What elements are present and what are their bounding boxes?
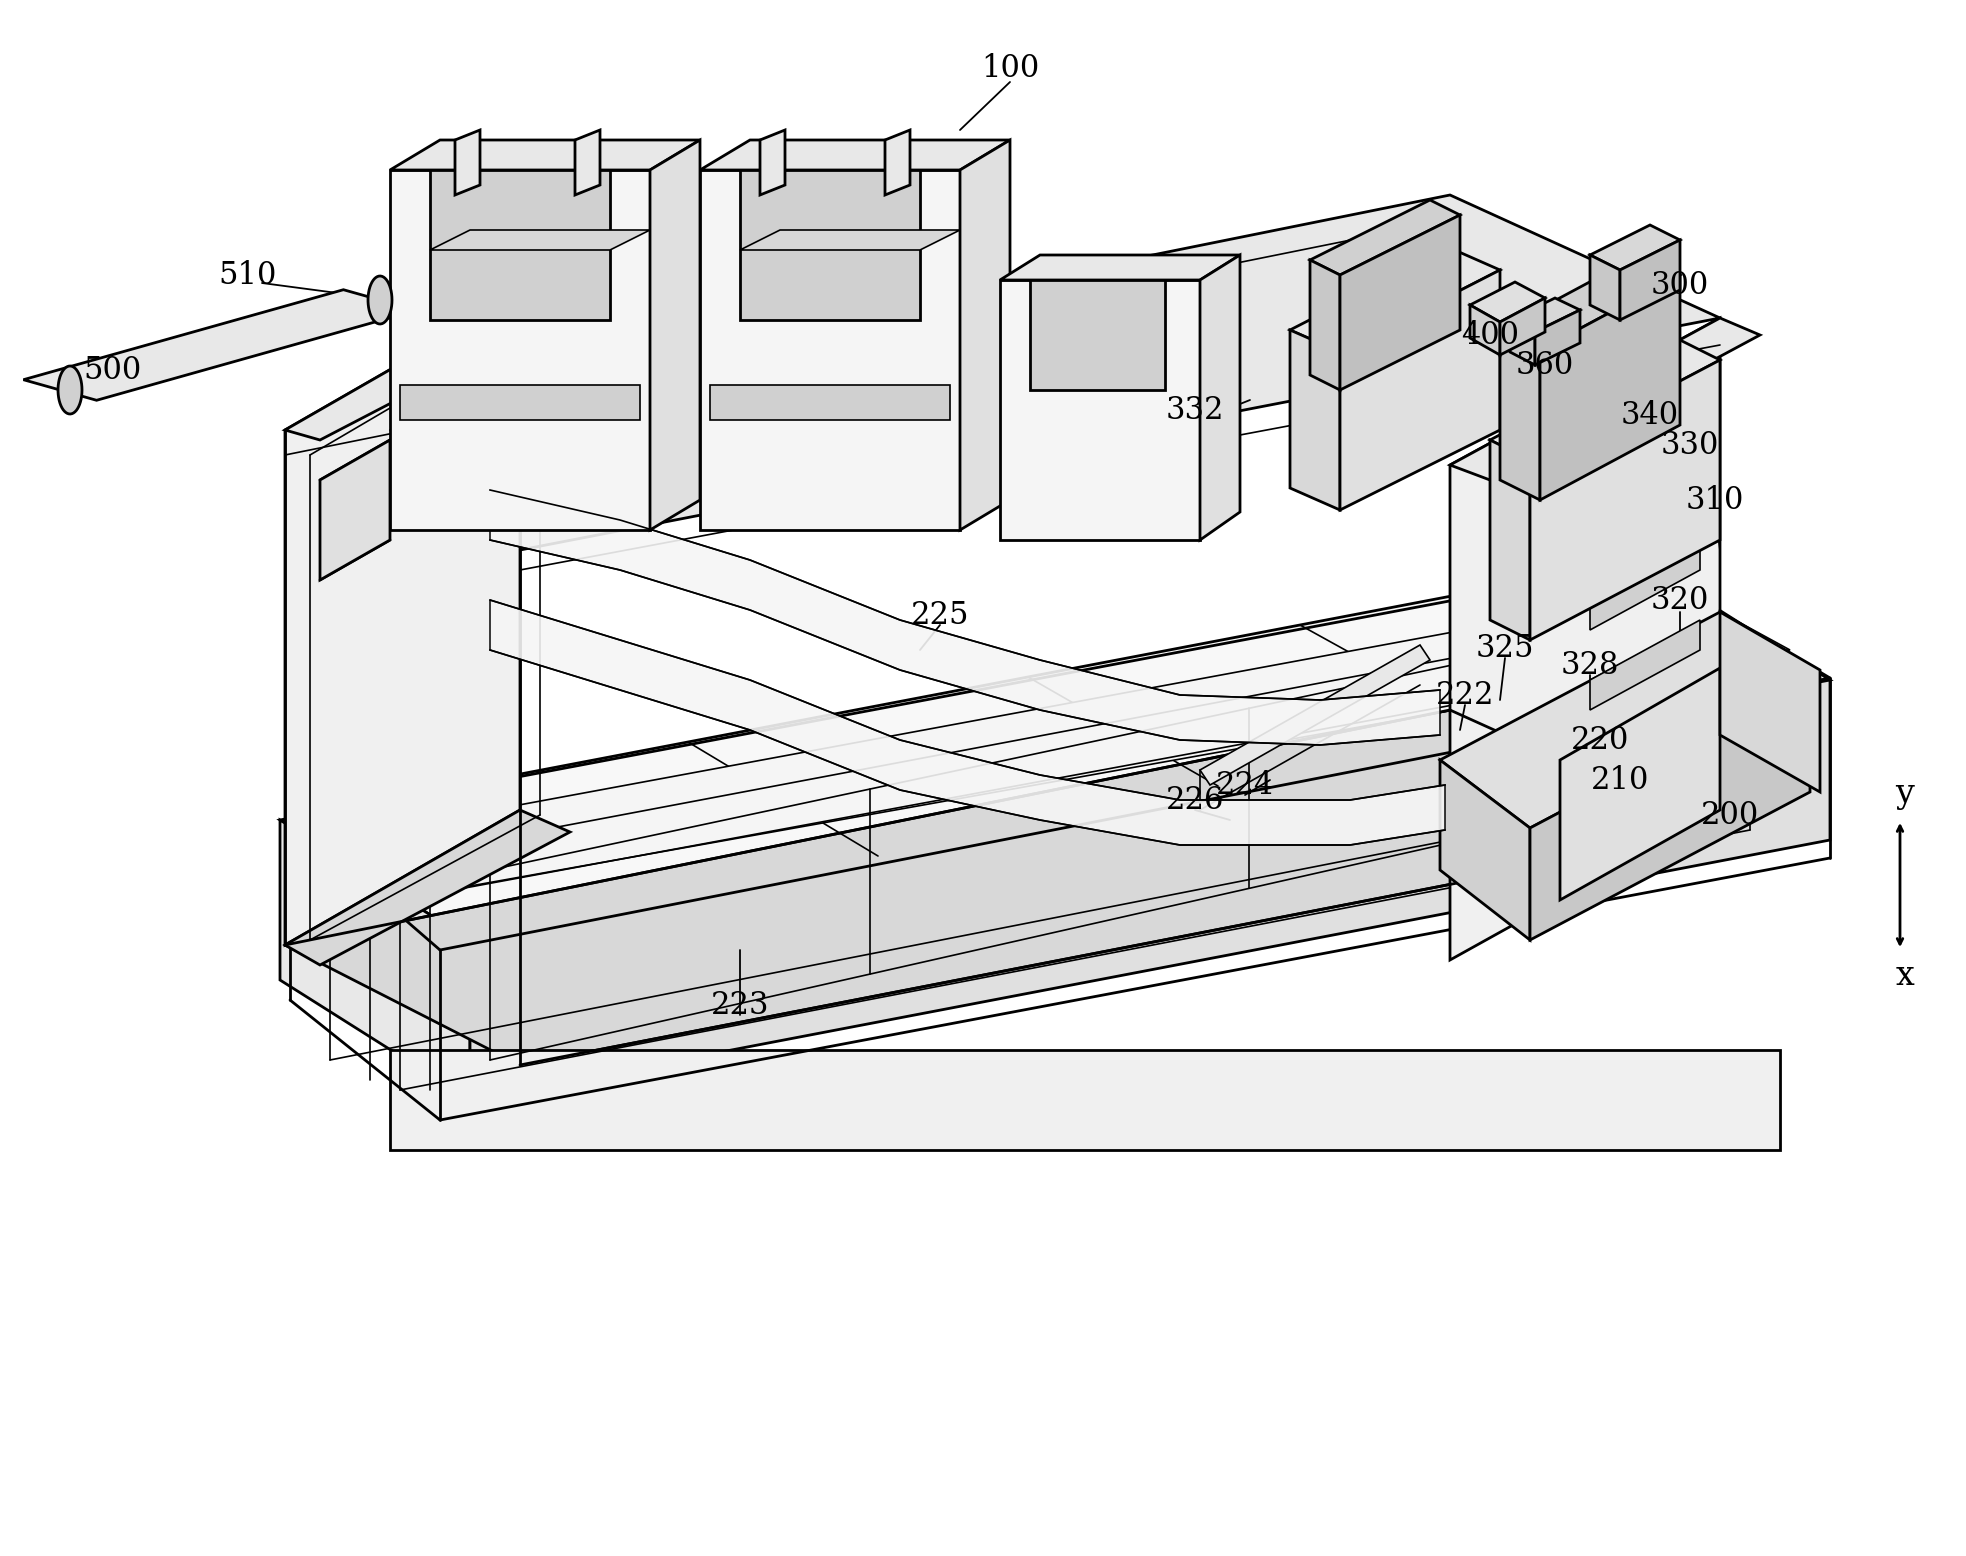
Polygon shape (490, 490, 1439, 745)
Polygon shape (1490, 440, 1530, 640)
Polygon shape (285, 710, 1720, 1064)
Polygon shape (1471, 282, 1545, 322)
Text: 310: 310 (1685, 484, 1744, 515)
Polygon shape (285, 296, 519, 944)
Polygon shape (454, 131, 480, 194)
Polygon shape (389, 140, 700, 170)
Polygon shape (279, 560, 1830, 940)
Polygon shape (285, 296, 570, 440)
Polygon shape (1290, 330, 1341, 510)
Polygon shape (1620, 240, 1681, 321)
Polygon shape (739, 170, 920, 321)
Text: 328: 328 (1561, 649, 1620, 680)
Text: 224: 224 (1215, 770, 1274, 800)
Polygon shape (1001, 255, 1241, 280)
Text: 320: 320 (1651, 585, 1708, 616)
Text: 510: 510 (218, 260, 277, 291)
Polygon shape (389, 170, 651, 531)
Polygon shape (1341, 215, 1461, 391)
Text: 222: 222 (1435, 680, 1494, 711)
Polygon shape (1535, 310, 1581, 366)
Polygon shape (700, 170, 959, 531)
Polygon shape (574, 131, 600, 194)
Polygon shape (389, 1050, 1779, 1150)
Polygon shape (1590, 226, 1681, 271)
Polygon shape (1590, 255, 1620, 321)
Polygon shape (470, 680, 1830, 1100)
Polygon shape (431, 230, 651, 251)
Polygon shape (1720, 612, 1821, 792)
Polygon shape (710, 384, 950, 420)
Text: 100: 100 (981, 53, 1040, 84)
Polygon shape (59, 366, 83, 414)
Polygon shape (279, 820, 470, 1100)
Polygon shape (1199, 255, 1241, 540)
Polygon shape (1199, 646, 1429, 784)
Polygon shape (1341, 271, 1500, 510)
Polygon shape (761, 131, 784, 194)
Polygon shape (320, 440, 389, 580)
Polygon shape (1471, 305, 1500, 355)
Text: 500: 500 (83, 355, 142, 386)
Polygon shape (1290, 247, 1500, 352)
Text: 332: 332 (1166, 395, 1225, 425)
Polygon shape (1001, 280, 1199, 540)
Text: y: y (1895, 778, 1915, 811)
Polygon shape (1590, 470, 1701, 560)
Text: 325: 325 (1476, 632, 1533, 663)
Polygon shape (700, 140, 1011, 170)
Polygon shape (24, 289, 417, 400)
Text: 400: 400 (1461, 319, 1520, 350)
Polygon shape (1530, 359, 1720, 640)
Polygon shape (959, 140, 1011, 531)
Polygon shape (739, 230, 959, 251)
Polygon shape (1439, 759, 1530, 940)
Text: 226: 226 (1166, 784, 1225, 815)
Polygon shape (330, 590, 1789, 895)
Polygon shape (285, 194, 1720, 549)
Polygon shape (285, 811, 570, 965)
Text: 330: 330 (1661, 429, 1718, 461)
Polygon shape (431, 170, 609, 321)
Text: x: x (1895, 960, 1915, 993)
Polygon shape (1030, 280, 1166, 391)
Text: 223: 223 (712, 990, 769, 1021)
Text: 220: 220 (1571, 725, 1630, 756)
Polygon shape (1309, 260, 1341, 391)
Text: 225: 225 (910, 599, 969, 630)
Polygon shape (1590, 540, 1701, 630)
Polygon shape (1530, 680, 1811, 940)
Polygon shape (490, 601, 1445, 845)
Polygon shape (1309, 201, 1461, 275)
Polygon shape (1500, 330, 1539, 499)
Polygon shape (651, 140, 700, 531)
Polygon shape (1451, 317, 1720, 960)
Polygon shape (368, 275, 391, 324)
Polygon shape (1490, 341, 1720, 461)
Polygon shape (1439, 612, 1811, 828)
Text: 360: 360 (1516, 350, 1575, 381)
Text: 300: 300 (1651, 269, 1708, 300)
Polygon shape (1500, 299, 1545, 355)
Polygon shape (1500, 255, 1681, 350)
Polygon shape (1559, 668, 1720, 899)
Polygon shape (399, 384, 641, 420)
Polygon shape (1539, 275, 1681, 499)
Text: 210: 210 (1590, 764, 1649, 795)
Polygon shape (1590, 619, 1701, 710)
Polygon shape (1510, 299, 1581, 331)
Polygon shape (1451, 317, 1760, 479)
Text: 340: 340 (1620, 400, 1679, 431)
Text: 200: 200 (1701, 800, 1760, 831)
Polygon shape (885, 131, 910, 194)
Polygon shape (1510, 321, 1535, 366)
